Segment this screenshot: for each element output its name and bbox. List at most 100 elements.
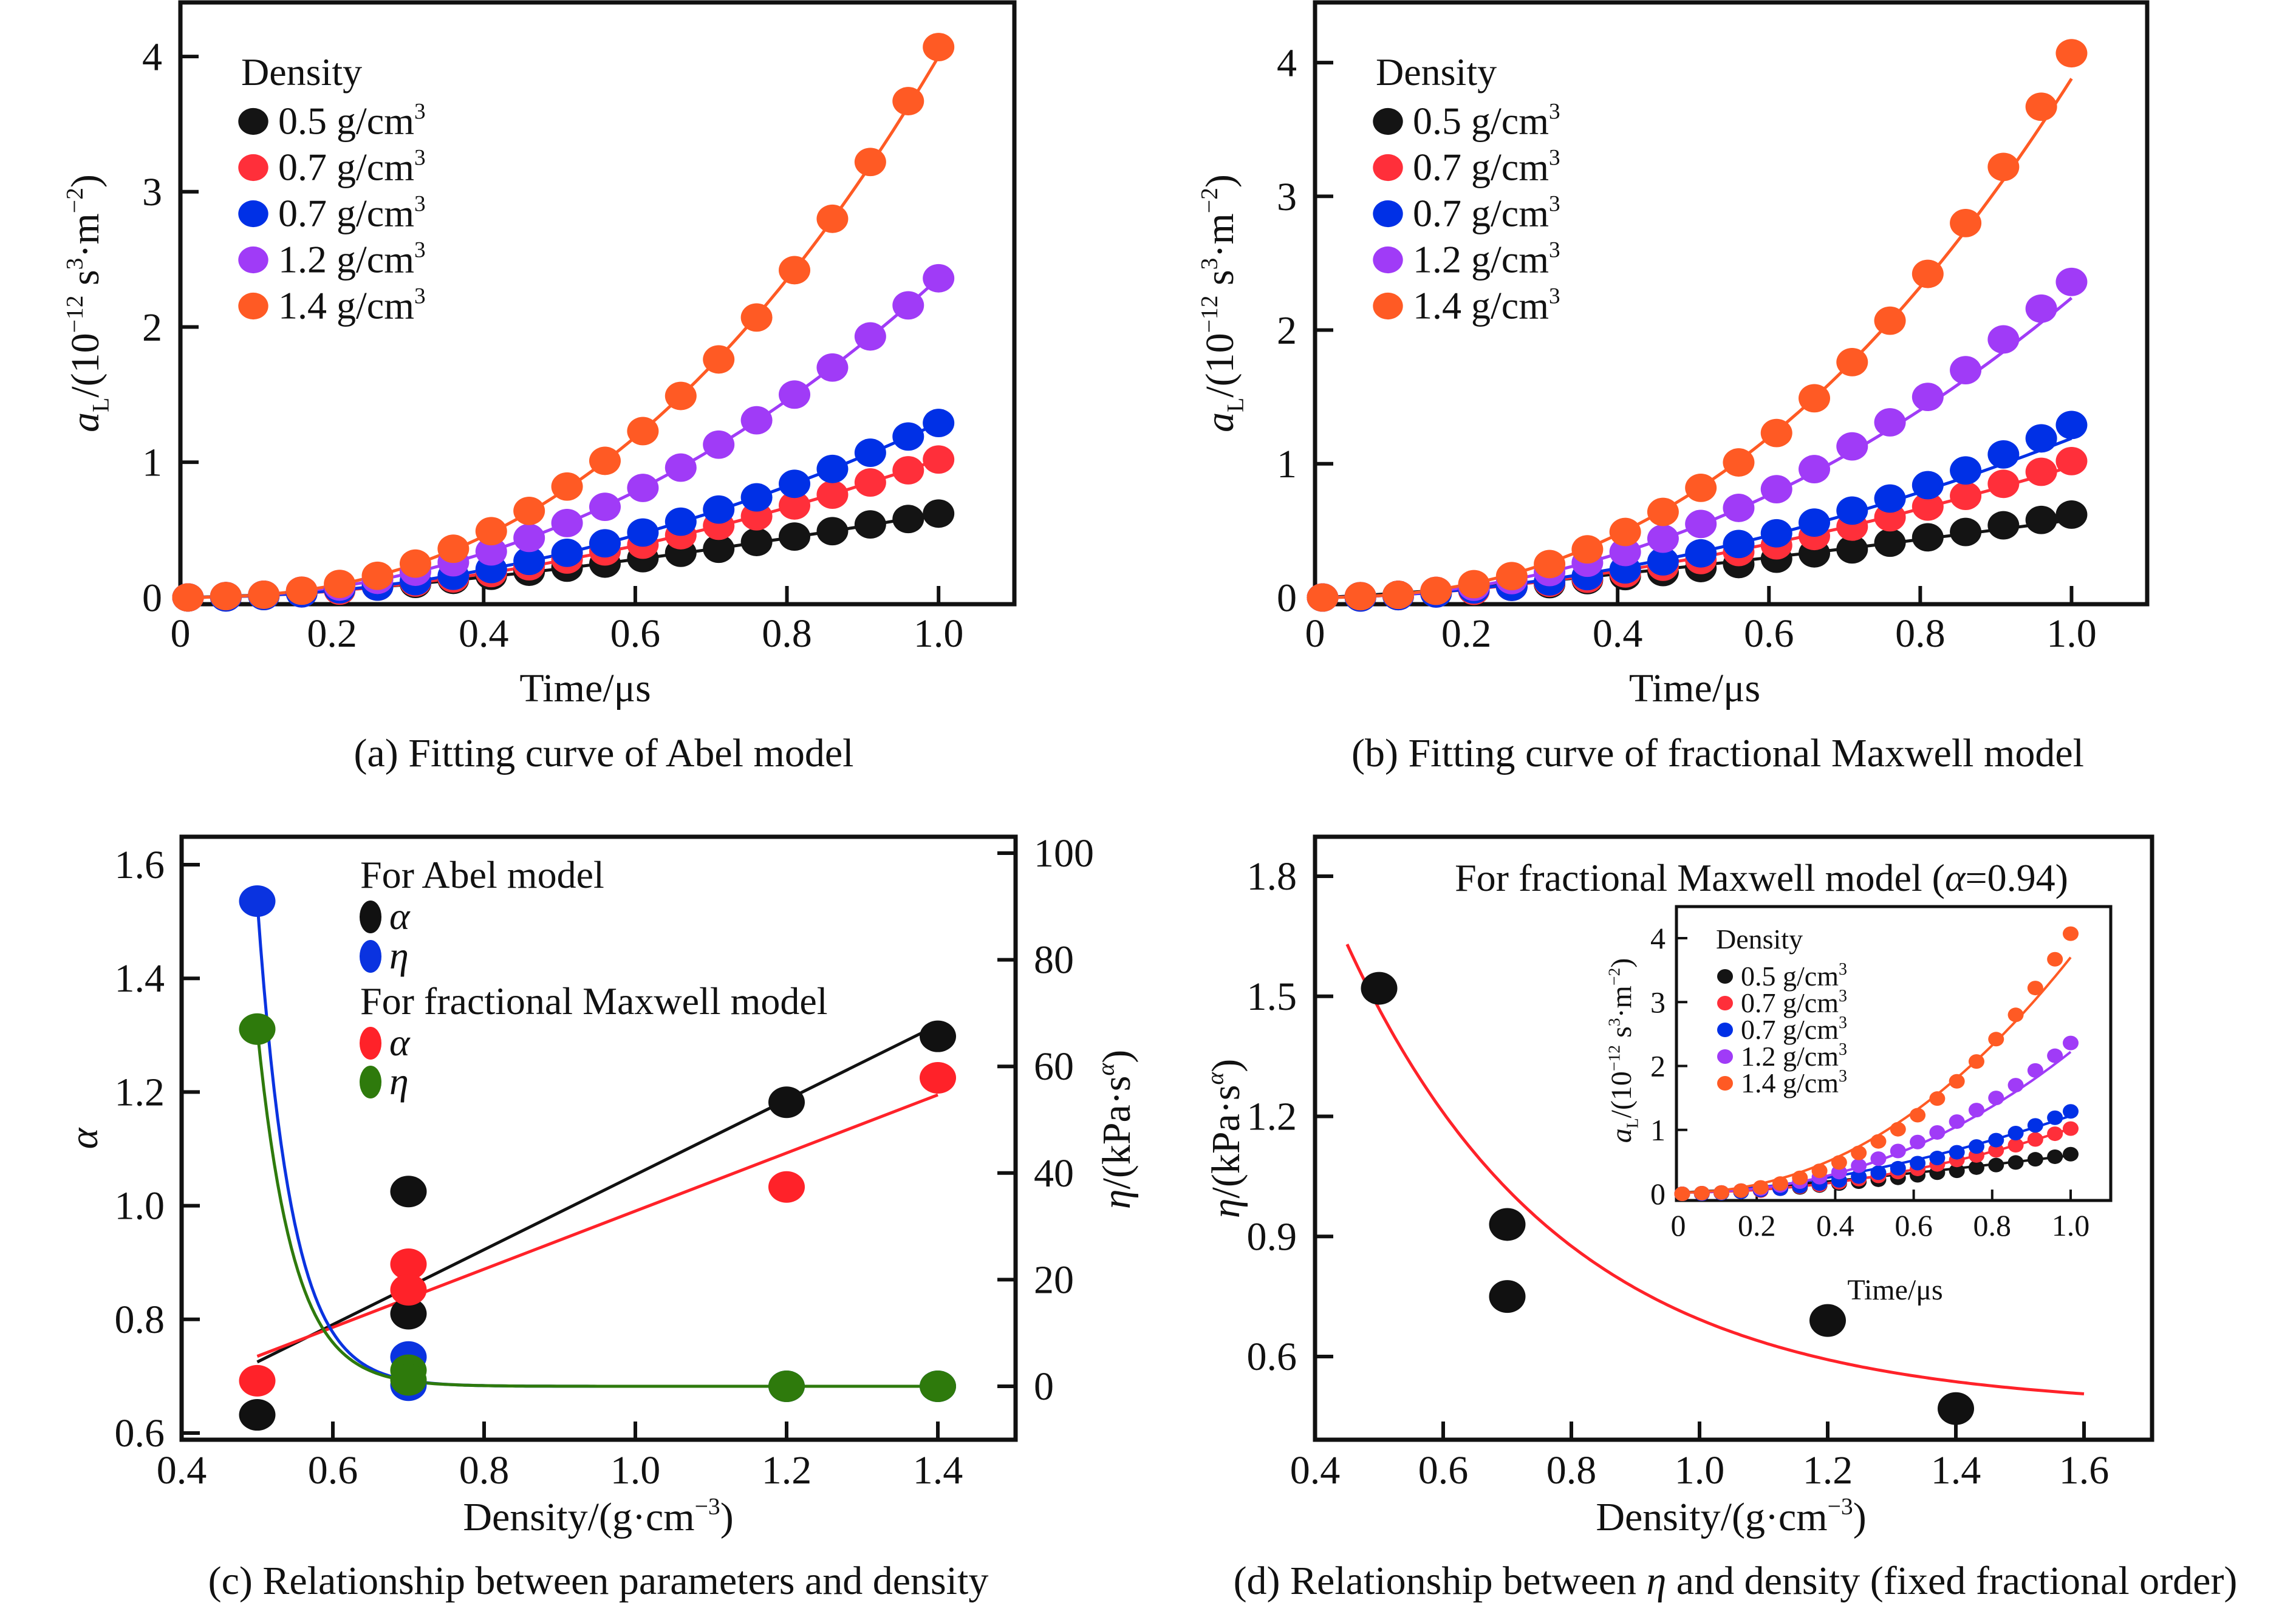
data-point [920, 1062, 956, 1094]
ylabel-text: ) [1204, 1059, 1248, 1072]
data-point [1874, 484, 1906, 513]
panel-title-text: =0.94) [1966, 856, 2068, 899]
fit-curve [256, 1023, 939, 1364]
caption-a: (a) Fitting curve of Abel model [354, 731, 854, 775]
inset-data-point [2047, 1126, 2063, 1142]
plot-frame [178, 0, 1017, 607]
data-point [892, 456, 924, 485]
x-axis-title: Time/μs [1629, 666, 1760, 710]
legend-marker [360, 1066, 381, 1098]
data-point [2055, 267, 2088, 296]
data-point [923, 445, 955, 474]
y-axis-title-right: η/(kPa·sα) [1093, 1050, 1139, 1210]
y-axis-title: aL/(10−12 s3·m−2) [1196, 174, 1249, 432]
data-point [892, 505, 924, 534]
plot-frame [179, 834, 1018, 1442]
legend-label: 1.2 g/cm3 [1413, 237, 1560, 281]
x-tick-label: 0.8 [1895, 611, 1946, 656]
x-tick-label: 1.0 [1675, 1448, 1725, 1493]
data-point [1647, 547, 1679, 576]
data-point [551, 472, 583, 501]
inset-data-point [1851, 1145, 1867, 1160]
data-point [1799, 508, 1830, 537]
data-point [390, 1364, 427, 1396]
inset-data-point [2027, 1152, 2043, 1167]
data-point [779, 491, 811, 520]
y-tick-label-right: 60 [1034, 1044, 1074, 1089]
legend-symbol: η [389, 1060, 409, 1103]
y-tick-label: 0 [142, 576, 162, 620]
data-point [248, 581, 280, 609]
inset-data-point [2047, 1149, 2063, 1164]
data-point [390, 1298, 427, 1330]
caption-c: (c) Relationship between parameters and … [208, 1559, 989, 1603]
y-tick-label: 0.9 [1247, 1214, 1297, 1259]
data-point [854, 148, 886, 177]
inset-data-point [1713, 1185, 1730, 1200]
inset-y-tick-label: 0 [1650, 1177, 1666, 1211]
caption-b: (b) Fitting curve of fractional Maxwell … [1351, 731, 2084, 775]
legend-label-superscript: 3 [1839, 1067, 1847, 1086]
data-point [1912, 383, 1944, 412]
data-point [1987, 440, 2020, 469]
legend-label-superscript: 3 [1549, 146, 1560, 171]
inset-data-point [2007, 1007, 2024, 1023]
data-point [779, 256, 811, 285]
y-tick-label: 1.5 [1247, 975, 1297, 1019]
data-point [399, 549, 431, 578]
inset-data-point [2063, 1104, 2079, 1119]
inset-data-point [1693, 1185, 1710, 1200]
xlabel-superscript: −3 [695, 1493, 720, 1520]
legend-label: 0.5 g/cm3 [278, 99, 426, 142]
y-tick-label-left: 0.8 [115, 1298, 165, 1342]
data-point [361, 561, 394, 590]
data-point [513, 523, 545, 553]
inset-data-point [1870, 1134, 1887, 1149]
data-point [2025, 294, 2057, 323]
data-point [1382, 581, 1414, 609]
ylabel-symbol: η [1204, 1199, 1248, 1219]
data-point [892, 291, 924, 320]
data-point [1799, 455, 1830, 483]
x-tick-label: 0.6 [1744, 611, 1794, 656]
data-point [239, 885, 276, 918]
x-tick-label: 0.2 [307, 611, 357, 656]
data-point [1685, 509, 1717, 539]
ylabel-text: ) [1605, 958, 1638, 968]
x-tick-label: 1.0 [914, 611, 964, 656]
data-point [779, 469, 811, 499]
caption-text: (d) Relationship between [1234, 1559, 1647, 1603]
inset-data-point [1988, 1143, 2004, 1158]
x-tick-label: 0.4 [157, 1448, 207, 1493]
legend-label-superscript: 3 [1549, 192, 1560, 217]
inset-data-point [1811, 1163, 1828, 1179]
data-point [1571, 535, 1604, 564]
data-point [768, 1371, 805, 1402]
inset-data-point [1772, 1176, 1788, 1191]
inset-legend-marker [1717, 1076, 1733, 1091]
inset-data-point [1910, 1156, 1926, 1171]
data-point [923, 409, 955, 437]
legend-label: 0.7 g/cm3 [278, 145, 426, 188]
data-point [1609, 517, 1641, 547]
data-point [1361, 972, 1398, 1005]
xlabel-text: ) [1853, 1495, 1867, 1539]
inset-data-point [1949, 1145, 1965, 1160]
ylabel-subscript: L [1623, 1118, 1642, 1128]
inset-data-point [2063, 926, 2079, 941]
legend-label-text: 0.7 g/cm [278, 191, 414, 234]
legend-marker [238, 200, 268, 228]
ylabel-text: ·m [1605, 986, 1638, 1018]
data-point [2025, 92, 2057, 121]
data-point [1912, 523, 1944, 552]
inset-x-tick-label: 1.0 [2052, 1208, 2090, 1242]
data-point [740, 483, 773, 512]
data-point [740, 406, 773, 435]
inset-legend-label: 0.7 g/cm3 [1741, 1013, 1847, 1045]
inset-y-axis-title: aL/(10−12 s3·m−2) [1605, 958, 1642, 1143]
x-tick-label: 0.4 [459, 611, 509, 656]
